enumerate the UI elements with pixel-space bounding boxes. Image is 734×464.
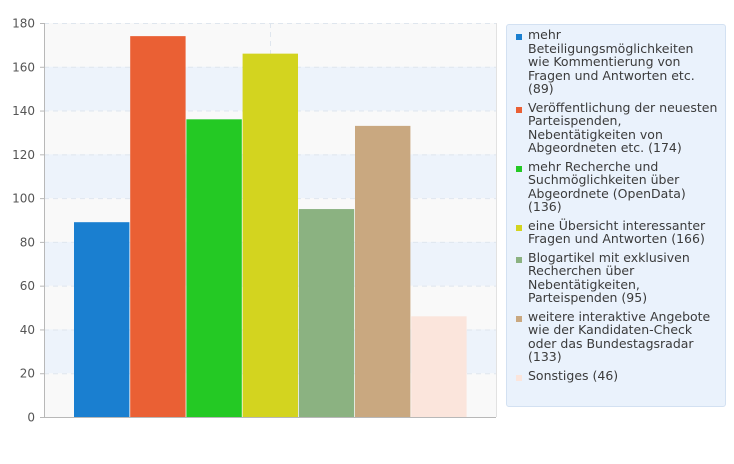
bar <box>411 316 467 417</box>
legend-item: eine Übersicht interessanter Fragen und … <box>513 217 719 246</box>
y-tick-label: 120 <box>12 148 35 162</box>
legend-swatch <box>516 34 522 40</box>
y-axis-ticks: 0 20 40 60 80 100 120 140 160 180 <box>12 17 44 425</box>
legend-label: Veröffentlichung der neuesten Parteispen… <box>528 99 718 155</box>
legend-item: Sonstiges (46) <box>513 367 719 383</box>
bar <box>298 209 355 417</box>
bar <box>242 53 298 418</box>
legend-label: mehr Recherche und Suchmöglichkeiten übe… <box>528 158 686 214</box>
legend-label: Sonstiges (46) <box>528 367 619 383</box>
legend: mehr Beteiligungsmöglichkeiten wie Komme… <box>506 24 726 407</box>
bars <box>74 36 467 418</box>
bar <box>355 125 411 417</box>
legend-item: Blogartikel mit exklusiven Recherchen üb… <box>513 249 719 305</box>
legend-swatch <box>516 224 522 231</box>
legend-label: weitere interaktive Angebote wie der Kan… <box>528 308 711 364</box>
legend-swatch <box>516 315 522 322</box>
y-tick-label: 60 <box>20 279 35 293</box>
y-tick-label: 0 <box>27 411 35 425</box>
y-tick-label: 100 <box>12 192 35 206</box>
bar <box>186 119 242 418</box>
legend-swatch <box>516 256 522 263</box>
y-tick-label: 180 <box>12 17 35 31</box>
legend-label: Blogartikel mit exklusiven Recherchen üb… <box>528 249 690 305</box>
legend-label: mehr Beteiligungsmöglichkeiten wie Komme… <box>528 27 695 96</box>
axes <box>44 23 497 418</box>
y-tick-label: 20 <box>20 367 35 381</box>
legend-item: Veröffentlichung der neuesten Parteispen… <box>513 99 719 155</box>
legend-item: mehr Beteiligungsmöglichkeiten wie Komme… <box>513 28 719 96</box>
legend-swatch <box>516 106 522 113</box>
y-tick-label: 160 <box>12 60 35 74</box>
y-tick-label: 80 <box>20 235 35 249</box>
legend-item: weitere interaktive Angebote wie der Kan… <box>513 308 719 364</box>
y-tick-label: 140 <box>12 104 35 118</box>
legend-swatch <box>516 374 522 381</box>
bar <box>74 222 130 417</box>
bar <box>130 36 186 418</box>
legend-swatch <box>516 165 522 172</box>
legend-item: mehr Recherche und Suchmöglichkeiten übe… <box>513 158 719 214</box>
y-tick-label: 40 <box>20 323 35 337</box>
legend-label: eine Übersicht interessanter Fragen und … <box>528 217 706 246</box>
